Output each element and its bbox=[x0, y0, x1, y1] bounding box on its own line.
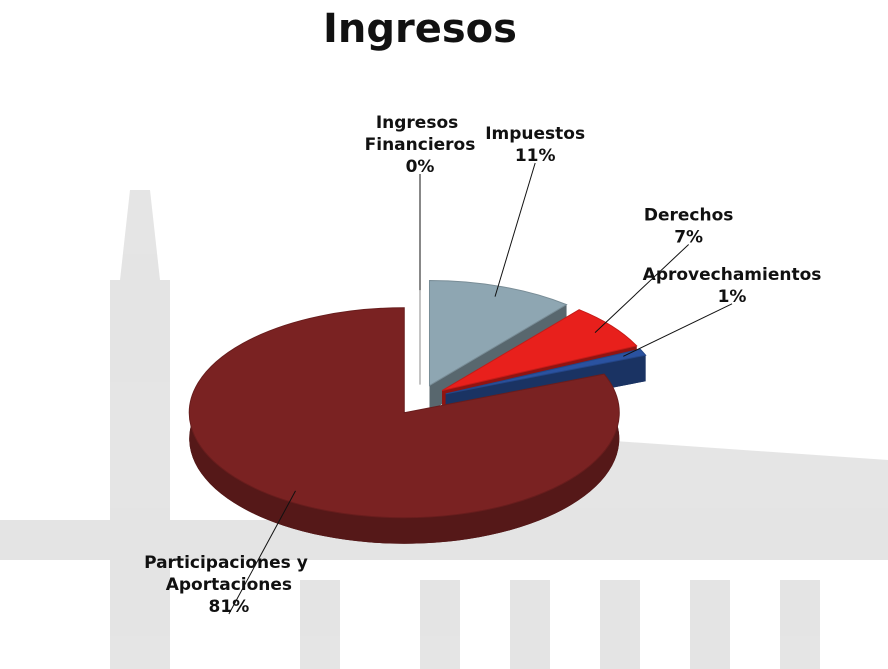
leader-line bbox=[495, 163, 535, 297]
leader-line bbox=[595, 244, 689, 332]
slice-label: Impuestos bbox=[485, 124, 585, 144]
value-label: 1% bbox=[718, 287, 747, 307]
slice-label: Ingresos Financieros bbox=[365, 113, 476, 155]
value-label: 7% bbox=[674, 227, 703, 247]
slice-label: Derechos bbox=[644, 205, 734, 225]
chart-title: Ingresos bbox=[323, 6, 517, 52]
leader-line bbox=[623, 304, 732, 357]
value-label: 81% bbox=[209, 597, 250, 617]
chart: Ingresos Ingresos Financieros0% Impuestos… bbox=[0, 0, 888, 669]
slice-label: Aprovechamientos bbox=[643, 265, 822, 285]
value-label: 11% bbox=[515, 146, 556, 166]
value-label: 0% bbox=[406, 157, 435, 177]
